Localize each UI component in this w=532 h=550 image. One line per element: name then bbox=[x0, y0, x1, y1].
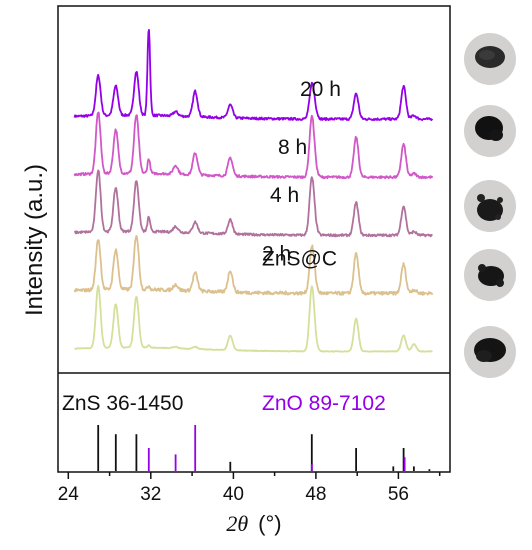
y-axis-label: Intensity (a.u.) bbox=[21, 164, 48, 316]
ref-label-zno: ZnO 89-7102 bbox=[262, 392, 386, 415]
x-tick-label-24: 24 bbox=[58, 484, 80, 505]
trace-zns-c bbox=[74, 285, 433, 353]
x-tick-label-40: 40 bbox=[223, 484, 244, 505]
trace-20-h bbox=[73, 29, 434, 122]
trace-label-8-h: 8 h bbox=[278, 136, 307, 159]
sample-photo-group bbox=[464, 33, 516, 378]
sample-photo-2 bbox=[464, 105, 516, 157]
x-tick-group: 24 32 40 48 56 bbox=[58, 472, 441, 505]
trace-2-h bbox=[73, 235, 434, 296]
reference-stick-group bbox=[97, 425, 431, 471]
trace-group bbox=[73, 29, 434, 353]
trace-label-20-h: 20 h bbox=[300, 78, 341, 101]
x-axis-unit: (°) bbox=[258, 511, 281, 536]
x-axis-symbol: 2θ bbox=[226, 511, 248, 536]
x-tick-label-56: 56 bbox=[388, 484, 409, 505]
sample-photo-5 bbox=[464, 326, 516, 378]
ref-label-zns: ZnS 36-1450 bbox=[62, 392, 183, 415]
trace-4-h bbox=[73, 169, 433, 238]
sample-photo-3 bbox=[464, 180, 516, 232]
trace-label-zns-c: ZnS@C bbox=[262, 248, 337, 271]
sample-photo-1 bbox=[464, 33, 516, 85]
trace-label-4-h: 4 h bbox=[270, 184, 299, 207]
x-axis-label: 2θ (°) bbox=[226, 511, 281, 536]
x-tick-label-32: 32 bbox=[140, 484, 161, 505]
trace-8-h bbox=[73, 111, 434, 180]
plot-frame bbox=[57, 5, 451, 473]
sample-photo-4 bbox=[464, 249, 516, 301]
trace-label-2-h: 2 h bbox=[262, 242, 291, 265]
x-tick-label-48: 48 bbox=[305, 484, 326, 505]
